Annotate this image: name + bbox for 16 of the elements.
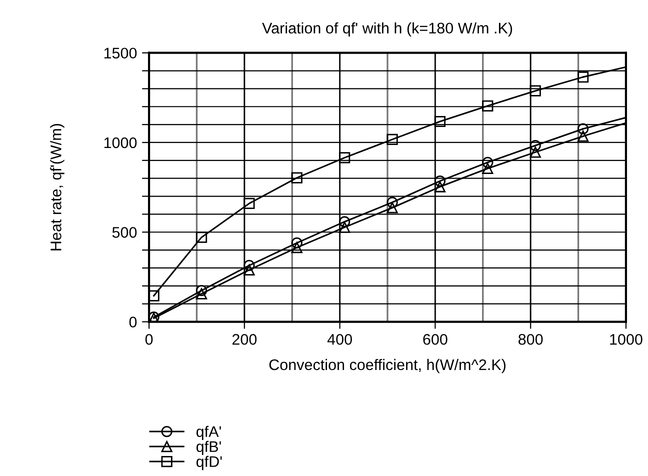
y-tick-label: 0 [129,316,137,328]
y-axis-title: Heat rate, qf'(W/m) [50,124,64,250]
x-axis-title: Convection coefficient, h(W/m^2.K) [269,358,506,374]
x-tick-label: 200 [232,334,257,345]
y-tick-label: 1500 [104,48,137,59]
legend-label: qfB' [196,440,221,456]
x-tick-label: 600 [423,334,448,345]
x-tick-label: 400 [327,334,352,345]
legend-label: qfD' [196,456,222,470]
chart-title: Variation of qf' with h (k=180 W/m .K) [262,22,512,37]
x-tick-label: 1000 [610,334,642,345]
x-tick-label: 0 [145,334,153,345]
legend-label: qfA' [196,426,221,440]
x-tick-label: 800 [518,334,543,345]
y-tick-label: 500 [112,226,137,238]
y-tick-label: 1000 [104,137,137,148]
